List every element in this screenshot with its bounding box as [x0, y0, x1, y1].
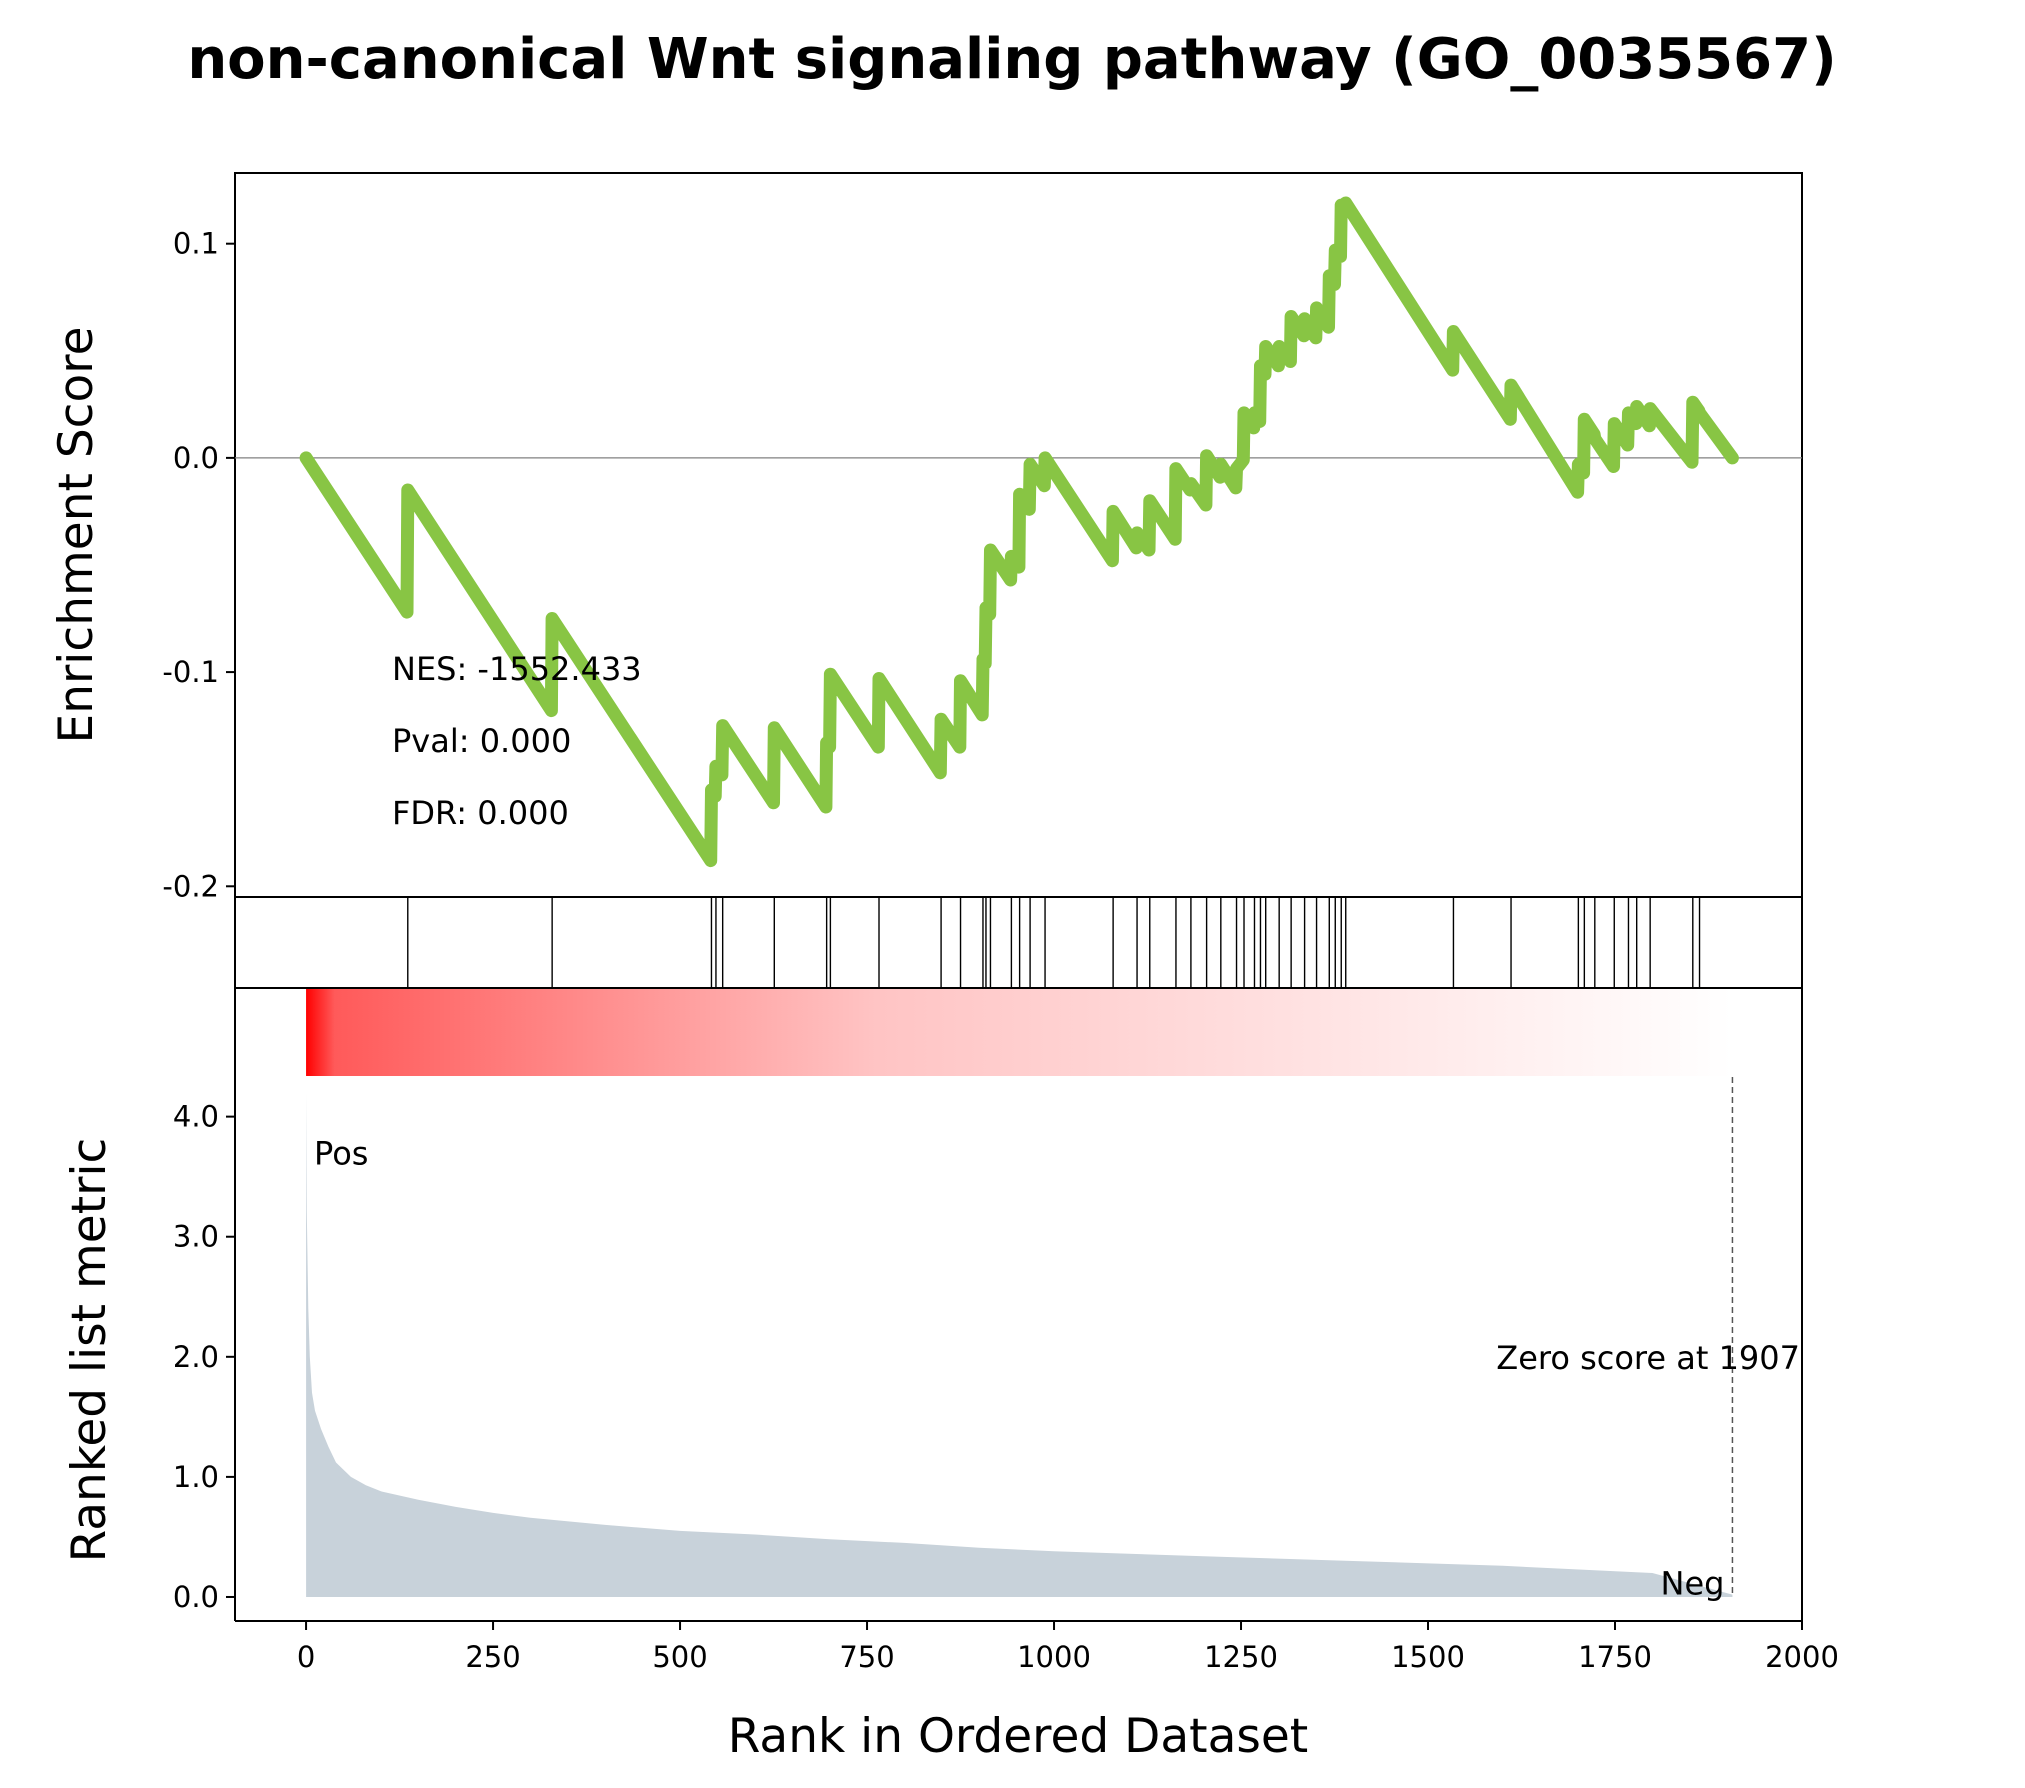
rank-y-tick-label: 2.0 [173, 1340, 219, 1374]
x-tick-label: 0 [297, 1640, 315, 1674]
chart-title: non-canonical Wnt signaling pathway (GO_… [187, 27, 1836, 92]
x-tick-label: 1250 [1204, 1640, 1278, 1674]
rank-y-tick-label: 1.0 [173, 1460, 219, 1494]
es-y-tick-label: 0.0 [173, 441, 219, 475]
x-ticks: 0 250 500 750 1000 1250 1500 1750 2000 [297, 1621, 1839, 1674]
rank-y-axis-label: Ranked list metric [62, 1138, 117, 1563]
fdr-annotation: FDR: 0.000 [392, 794, 569, 832]
heatmap-gradient [306, 989, 1733, 1076]
rank-y-tick-label: 3.0 [173, 1220, 219, 1254]
rank-heatmap-band [234, 987, 1803, 1077]
x-tick-label: 1500 [1391, 1640, 1465, 1674]
es-y-tick-label: -0.1 [162, 655, 219, 689]
enrichment-score-panel: 0.1 0.0 -0.1 -0.2 NES: -1552.433 Pval: 0.00… [49, 172, 1803, 903]
x-tick-label: 750 [839, 1640, 894, 1674]
rank-y-tick-label: 0.0 [173, 1580, 219, 1614]
gene-hits-panel [234, 896, 1803, 989]
es-y-ticks: 0.1 0.0 -0.1 -0.2 [162, 227, 235, 903]
x-axis-label: Rank in Ordered Dataset [728, 1709, 1308, 1764]
es-y-tick-label: 0.1 [173, 227, 219, 261]
x-tick-label: 250 [465, 1640, 520, 1674]
zero-score-label: Zero score at 1907 [1496, 1339, 1800, 1377]
pos-label: Pos [314, 1135, 368, 1173]
running-enrichment-line [299, 196, 1739, 868]
rank-y-ticks: 0.0 1.0 2.0 3.0 4.0 [173, 1100, 235, 1614]
rank-y-tick-label: 4.0 [173, 1100, 219, 1134]
nes-annotation: NES: -1552.433 [392, 650, 642, 688]
hits-panel-frame [234, 896, 1803, 989]
pval-annotation: Pval: 0.000 [392, 722, 571, 760]
x-tick-label: 500 [652, 1640, 707, 1674]
x-tick-label: 1000 [1017, 1640, 1091, 1674]
ranked-metric-area [306, 1092, 1733, 1597]
x-tick-label: 1750 [1578, 1640, 1652, 1674]
gene-hit-ticks [407, 897, 1701, 988]
es-y-axis-label: Enrichment Score [49, 327, 104, 744]
es-y-tick-label: -0.2 [162, 869, 219, 903]
x-tick-label: 2000 [1765, 1640, 1839, 1674]
ranked-metric-panel: Zero score at 1907 Pos Neg 0.0 1.0 2.0 3.0 4… [62, 1077, 1839, 1764]
neg-label: Neg [1661, 1565, 1725, 1603]
